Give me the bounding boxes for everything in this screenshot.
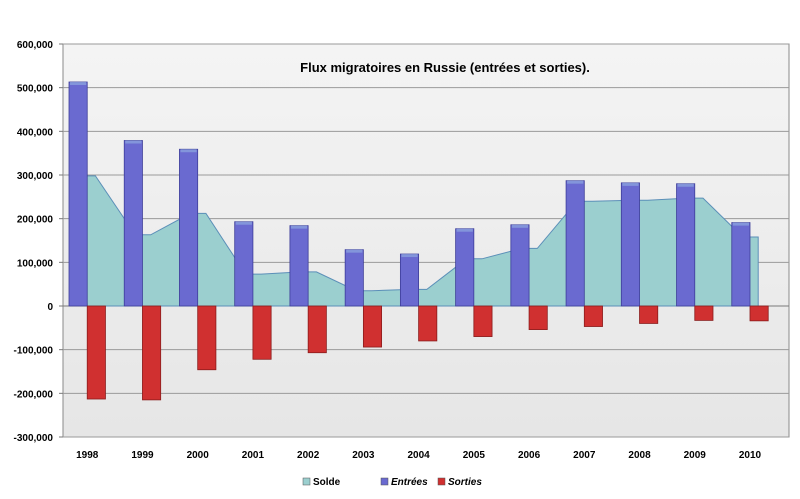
- bar-sorties: [749, 305, 769, 322]
- bar-entrees-highlight: [346, 249, 363, 253]
- bar-entrees: [455, 228, 475, 307]
- y-tick-label: -100,000: [14, 346, 54, 357]
- bar-entrees-highlight: [180, 149, 197, 153]
- bar-sorties: [583, 305, 603, 327]
- bar-entrees-highlight: [511, 224, 529, 228]
- y-tick-label: -200,000: [14, 389, 54, 400]
- legend-label: Entrées: [391, 477, 428, 488]
- y-tick-label: 0: [47, 302, 53, 313]
- bars-layer: [68, 81, 769, 401]
- y-tick-label: -300,000: [14, 433, 54, 444]
- x-tick-label: 2000: [187, 450, 210, 461]
- bar-entrees-highlight: [401, 254, 418, 258]
- bar-entrees: [344, 249, 364, 307]
- bar-sorties: [528, 305, 548, 330]
- x-tick-label: 2007: [573, 450, 596, 461]
- bar-entrees-highlight: [125, 140, 142, 144]
- bar-sorties: [362, 305, 383, 348]
- y-tick-label: 200,000: [17, 215, 54, 226]
- bar-entrees: [731, 222, 751, 307]
- y-tick-label: 400,000: [17, 127, 54, 138]
- bar-entrees-highlight: [70, 81, 87, 85]
- bar-sorties: [197, 305, 217, 371]
- x-tick-label: 2001: [242, 450, 265, 461]
- legend-label: Sorties: [448, 477, 482, 488]
- bar-entrees: [68, 81, 88, 307]
- bar-entrees-highlight: [235, 221, 252, 225]
- bar-entrees-highlight: [290, 225, 308, 229]
- x-tick-label: 1998: [76, 450, 99, 461]
- y-tick-label: 500,000: [17, 84, 54, 95]
- legend-swatch: [437, 477, 446, 486]
- bar-sorties: [473, 305, 493, 337]
- x-tick-label: 2003: [352, 450, 375, 461]
- bar-sorties: [418, 305, 438, 342]
- bar-entrees: [399, 253, 420, 307]
- x-tick-label: 2005: [463, 450, 486, 461]
- bar-entrees: [510, 224, 530, 307]
- bar-sorties: [86, 305, 106, 400]
- bar-entrees: [620, 182, 640, 307]
- legend-swatch: [380, 477, 389, 486]
- bar-sorties: [639, 305, 659, 324]
- x-tick-label: 2004: [407, 450, 430, 461]
- y-tick-label: 600,000: [17, 40, 54, 51]
- bar-sorties: [694, 305, 714, 321]
- bar-entrees: [289, 225, 309, 307]
- y-tick-label: 100,000: [17, 258, 54, 269]
- x-tick-label: 2006: [518, 450, 541, 461]
- bar-entrees: [234, 221, 254, 307]
- bar-sorties: [252, 305, 272, 360]
- x-tick-label: 2009: [684, 450, 707, 461]
- legend-swatch: [302, 477, 311, 486]
- x-tick-label: 2002: [297, 450, 320, 461]
- bar-entrees-highlight: [622, 182, 639, 186]
- bar-entrees: [179, 148, 199, 307]
- bar-sorties: [307, 305, 327, 354]
- legend: Solde Entrées Sorties: [302, 477, 482, 488]
- y-axis: -300,000 -200,000 -100,000 0 100,000 200,000 3…: [14, 40, 63, 444]
- x-axis: 1998 1999 2000 2001 2002 2003 2004 2005 2006 2007…: [76, 450, 761, 461]
- bar-entrees-highlight: [677, 183, 694, 187]
- bar-entrees: [565, 180, 585, 307]
- bar-entrees-highlight: [456, 228, 473, 232]
- bar-entrees-highlight: [732, 222, 749, 226]
- bar-entrees-highlight: [567, 180, 584, 184]
- bar-entrees: [676, 183, 696, 307]
- x-tick-label: 2008: [628, 450, 651, 461]
- x-tick-label: 1999: [131, 450, 154, 461]
- chart-title: Flux migratoires en Russie (entrées et s…: [300, 60, 590, 75]
- y-tick-label: 300,000: [17, 171, 54, 182]
- bar-sorties: [142, 305, 162, 401]
- x-tick-label: 2010: [739, 450, 762, 461]
- bar-entrees: [123, 140, 143, 307]
- legend-label: Solde: [313, 477, 341, 488]
